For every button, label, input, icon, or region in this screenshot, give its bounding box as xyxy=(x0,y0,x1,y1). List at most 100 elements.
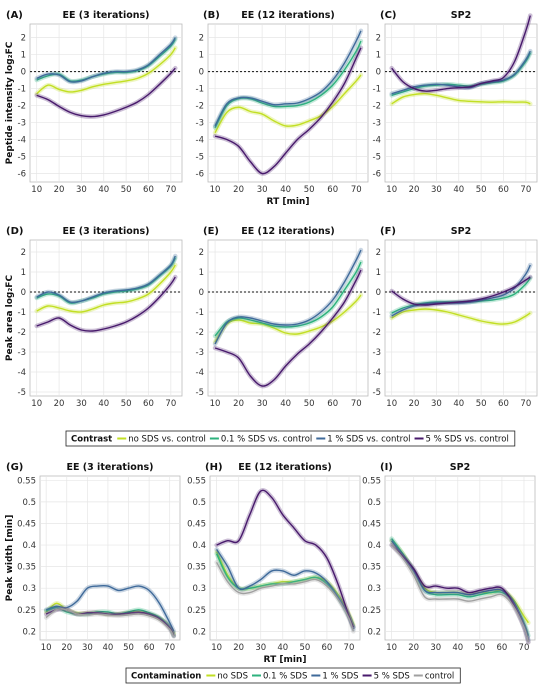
series-line-0-1-sds-vs-control xyxy=(214,40,362,128)
x-tick-label: 40 xyxy=(103,643,114,653)
legend-entry: 5 % SDS xyxy=(374,672,410,682)
panel-title: EE (12 iterations) xyxy=(241,226,335,237)
series-line-5-sds-vs-control xyxy=(36,67,176,118)
legend-entry: 0.1 % SDS xyxy=(263,672,307,682)
y-tick-label: 0.25 xyxy=(17,606,36,616)
y-tick-label: 1 xyxy=(199,51,204,61)
y-tick-label: 0.55 xyxy=(362,476,381,486)
series-line-1-sds-vs-control xyxy=(391,264,531,317)
legend-contrast: Contrast no SDS vs. control 0.1 % SDS vs. … xyxy=(65,430,516,447)
panel-title: EE (12 iterations) xyxy=(238,462,332,473)
y-tick-label: 1 xyxy=(376,51,381,61)
y-tick-label: -1 xyxy=(196,308,204,318)
y-tick-label: 2 xyxy=(199,248,204,258)
series-line-1-sds-vs-control xyxy=(214,30,362,127)
legend-title: Contamination xyxy=(131,672,201,682)
series-line-1-sds-vs-control xyxy=(36,37,176,83)
y-tick-label: 0.4 xyxy=(367,541,381,551)
x-tick-label: 60 xyxy=(498,185,509,195)
x-tick-label: 50 xyxy=(304,399,315,409)
plot-area xyxy=(384,23,538,183)
series-line-0-1-sds-vs-control xyxy=(36,257,176,304)
y-tick-label: 1 xyxy=(199,268,204,278)
y-tick-label: 0.35 xyxy=(362,563,381,573)
x-tick-label: 70 xyxy=(520,185,531,195)
y-tick-label: 0.5 xyxy=(22,498,36,508)
panel-label: (D) xyxy=(6,226,23,237)
panel-label: (C) xyxy=(380,10,396,21)
series-line-5-sds-vs-control xyxy=(214,47,362,175)
panel-title: SP2 xyxy=(451,10,471,21)
panel-d: 10 20 30 40 50 60 70 -5 -4 -3 -2 -1 0 1 2 EE (3 iterati… xyxy=(5,226,183,409)
y-tick-label: -2 xyxy=(196,328,204,338)
y-tick-label: -1 xyxy=(373,308,381,318)
x-tick-label: 60 xyxy=(496,643,507,653)
x-tick-label: 40 xyxy=(453,399,464,409)
x-tick-label: 60 xyxy=(144,643,155,653)
y-tick-label: 1 xyxy=(21,268,26,278)
plot-area xyxy=(29,23,183,183)
y-tick-label: -4 xyxy=(18,136,26,146)
y-tick-label: 0.25 xyxy=(362,606,381,616)
legend-entry: 1 % SDS xyxy=(322,672,358,682)
y-tick-label: 0 xyxy=(376,288,381,298)
series-line-1-sds xyxy=(216,548,355,630)
x-tick-label: 30 xyxy=(82,643,93,653)
y-tick-label: -2 xyxy=(196,102,204,112)
y-tick-label: 0.4 xyxy=(192,541,206,551)
x-tick-label: 30 xyxy=(257,399,268,409)
legend-entry: 5 % SDS vs. control xyxy=(426,435,509,445)
y-tick-label: -2 xyxy=(373,102,381,112)
panel-label: (A) xyxy=(6,10,23,21)
panel-h: 10 20 30 40 50 60 70 0.2 0.25 0.3 0.35 0.4 0.45 0.5 0.… xyxy=(187,462,361,665)
y-tick-label: -5 xyxy=(373,388,381,398)
x-tick-label: 50 xyxy=(474,643,485,653)
x-tick-label: 30 xyxy=(430,643,441,653)
y-tick-label: -6 xyxy=(18,170,26,180)
panel-c: 10 20 30 40 50 60 70 -6 -5 -4 -3 -2 -1 0 1 2 SP2 (C) xyxy=(373,10,538,195)
y-tick-label: 0.3 xyxy=(192,584,206,594)
y-tick-label: 0.3 xyxy=(22,584,36,594)
x-tick-label: 40 xyxy=(280,185,291,195)
y-tick-label: 0.3 xyxy=(367,584,381,594)
panel-label: (I) xyxy=(380,462,393,473)
legend-entry: control xyxy=(425,672,454,682)
y-tick-label: 0 xyxy=(21,288,26,298)
y-tick-label: 0.45 xyxy=(362,519,381,529)
panel-title: SP2 xyxy=(450,462,470,473)
series-line-5-sds-vs-control xyxy=(391,15,531,92)
x-tick-label: 70 xyxy=(165,399,176,409)
x-tick-label: 40 xyxy=(280,399,291,409)
plot-area xyxy=(209,475,361,641)
panel-label: (E) xyxy=(203,226,219,237)
x-tick-label: 50 xyxy=(123,643,134,653)
x-tick-label: 30 xyxy=(255,643,266,653)
y-tick-label: -5 xyxy=(373,153,381,163)
series-line-1-sds xyxy=(391,540,530,641)
series-line-control xyxy=(45,608,175,637)
x-tick-label: 20 xyxy=(233,399,244,409)
y-tick-label: -3 xyxy=(373,119,381,129)
y-tick-label: 0.25 xyxy=(187,606,206,616)
x-tick-label: 20 xyxy=(409,185,420,195)
y-tick-label: 0.4 xyxy=(22,541,36,551)
x-tick-label: 10 xyxy=(386,185,397,195)
y-tick-label: 0.2 xyxy=(367,627,381,637)
y-tick-label: 0 xyxy=(199,68,204,78)
x-tick-label: 70 xyxy=(164,643,175,653)
y-tick-label: 0.5 xyxy=(192,498,206,508)
x-tick-label: 40 xyxy=(453,185,464,195)
legend-contamination: Contamination no SDS 0.1 % SDS 1 % SDS 5 % S… xyxy=(125,667,461,684)
x-tick-label: 60 xyxy=(143,185,154,195)
x-tick-label: 50 xyxy=(476,399,487,409)
y-tick-label: 0.55 xyxy=(187,476,206,486)
x-tick-label: 50 xyxy=(299,643,310,653)
plot-area xyxy=(384,475,536,641)
y-tick-label: 1 xyxy=(376,268,381,278)
y-tick-label: -1 xyxy=(18,85,26,95)
series-line-no-sds-vs-control xyxy=(391,308,531,325)
x-tick-label: 30 xyxy=(257,185,268,195)
x-tick-label: 60 xyxy=(327,399,338,409)
